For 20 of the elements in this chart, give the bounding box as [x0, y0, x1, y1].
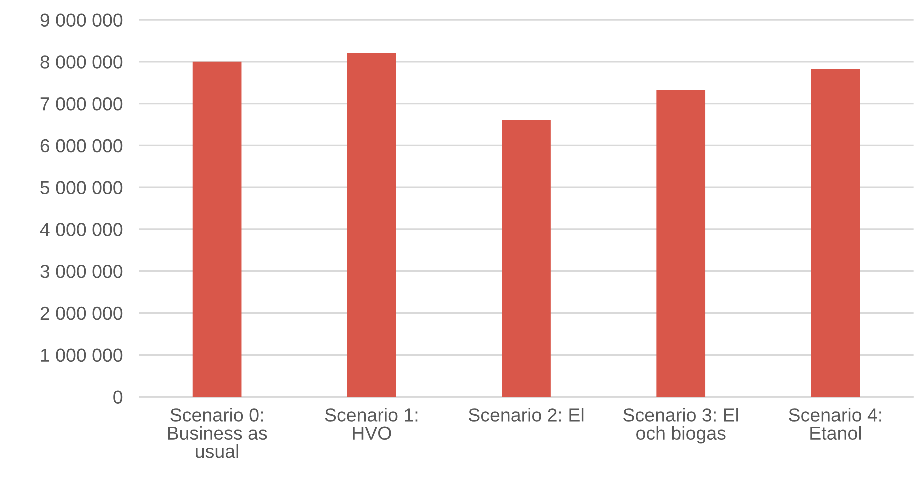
bar — [502, 120, 551, 397]
bar — [811, 69, 860, 397]
y-tick-label: 4 000 000 — [40, 223, 123, 236]
bar — [347, 54, 396, 397]
y-tick-label: 1 000 000 — [41, 348, 123, 362]
x-tick-label: Scenario 4: Etanol — [789, 408, 882, 440]
y-tick-label: 2 000 000 — [40, 306, 123, 320]
x-tick-label: Scenario 0: Business as usual — [168, 408, 268, 458]
bar — [656, 90, 706, 397]
y-tick-label: 3 000 000 — [40, 265, 123, 278]
x-tick-label: Scenario 3: El och biogas — [624, 408, 738, 444]
y-tick-label: 0 — [114, 390, 123, 404]
x-tick-label: Scenario 2: El — [468, 408, 584, 422]
y-tick-label: 7 000 000 — [40, 97, 123, 111]
y-tick-label: 9 000 000 — [40, 14, 123, 27]
y-tick-label: 8 000 000 — [40, 56, 123, 69]
x-tick-label: Scenario 1: HVO — [325, 408, 418, 440]
bar — [192, 62, 242, 397]
y-tick-label: 5 000 000 — [40, 181, 123, 195]
y-tick-label: 6 000 000 — [40, 139, 123, 153]
